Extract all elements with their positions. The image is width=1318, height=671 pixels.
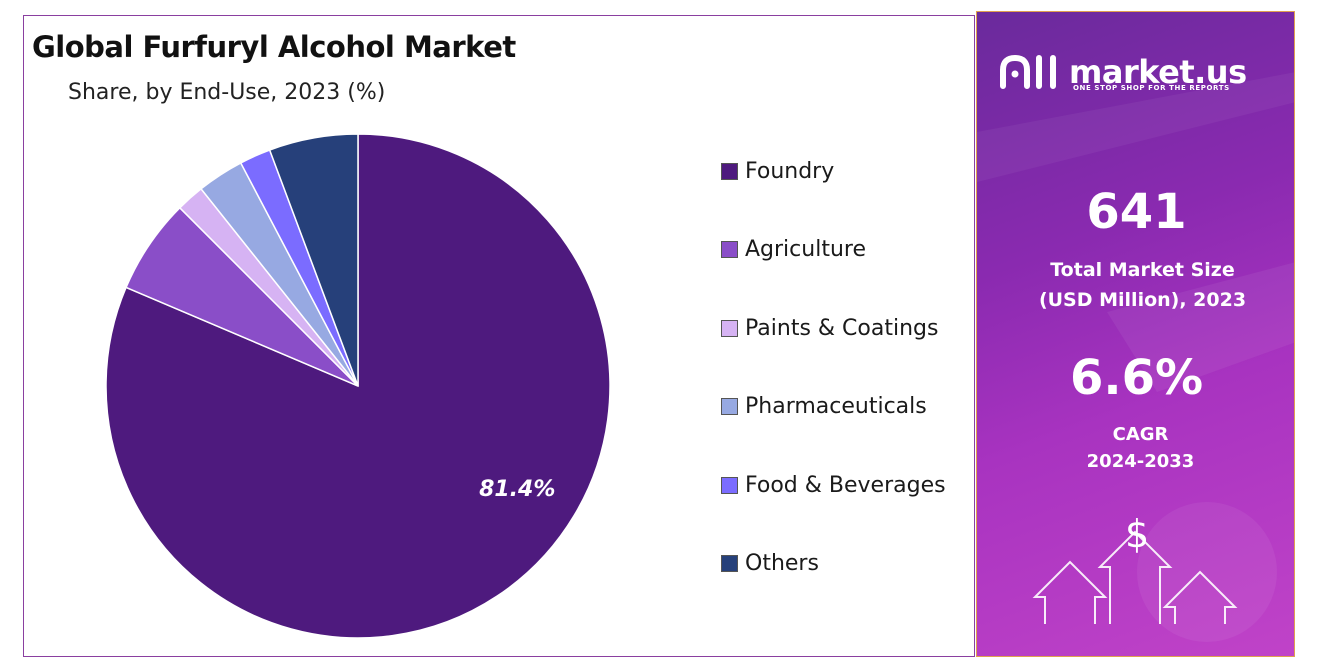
legend-item: Foundry	[721, 156, 834, 186]
market-size-label-line1: Total Market Size	[1050, 259, 1235, 281]
summary-panel: market.us ONE STOP SHOP FOR THE REPORTS …	[976, 11, 1295, 657]
cagr-period: 2024-2033	[1086, 451, 1195, 472]
market-us-logo-icon	[1000, 54, 1056, 89]
chart-subtitle: Share, by End-Use, 2023 (%)	[68, 80, 386, 105]
legend-swatch	[721, 241, 738, 258]
legend-item: Agriculture	[721, 235, 866, 265]
legend-label: Pharmaceuticals	[745, 394, 927, 419]
chart-panel: Global Furfuryl Alcohol Market Share, by…	[23, 15, 975, 657]
market-size-label-line2: (USD Million), 2023	[1038, 289, 1247, 311]
legend-item: Food & Beverages	[721, 470, 946, 500]
cagr-label-line1: CAGR	[1112, 424, 1169, 445]
legend-item: Paints & Coatings	[721, 313, 938, 343]
growth-arrow-icon	[1032, 560, 1108, 624]
background-decoration	[977, 72, 1294, 642]
legend-item: Pharmaceuticals	[721, 392, 927, 422]
legend-label: Agriculture	[745, 237, 866, 262]
legend-swatch	[721, 319, 738, 337]
dollar-icon: $	[1125, 512, 1150, 556]
market-size-value: 641	[1086, 184, 1187, 240]
cagr-value: 6.6%	[1069, 350, 1204, 406]
brand-name: market.us	[1069, 53, 1247, 91]
legend-label: Foundry	[745, 158, 835, 184]
cagr-label: CAGR 2024-2033	[981, 421, 1294, 475]
legend-swatch	[721, 555, 738, 572]
legend-item: Others	[721, 549, 819, 579]
growth-arrow-icon	[1097, 530, 1173, 624]
legend-swatch	[721, 162, 738, 180]
pie-slice-others	[268, 133, 359, 387]
legend-label: Paints & Coatings	[745, 315, 939, 341]
brand-tagline: ONE STOP SHOP FOR THE REPORTS	[1073, 84, 1230, 92]
legend-label: Others	[745, 551, 819, 576]
brand-logo: market.us	[999, 52, 1247, 92]
pie-chart: 81.4%	[105, 133, 611, 639]
legend-label: Food & Beverages	[745, 472, 946, 498]
legend-swatch	[721, 398, 738, 415]
legend-swatch	[721, 476, 738, 494]
market-size-label: Total Market Size (USD Million), 2023	[983, 255, 1294, 315]
growth-arrow-icon	[1162, 570, 1238, 624]
data-label: 81.4%	[479, 477, 555, 502]
chart-title: Global Furfuryl Alcohol Market	[32, 30, 516, 64]
